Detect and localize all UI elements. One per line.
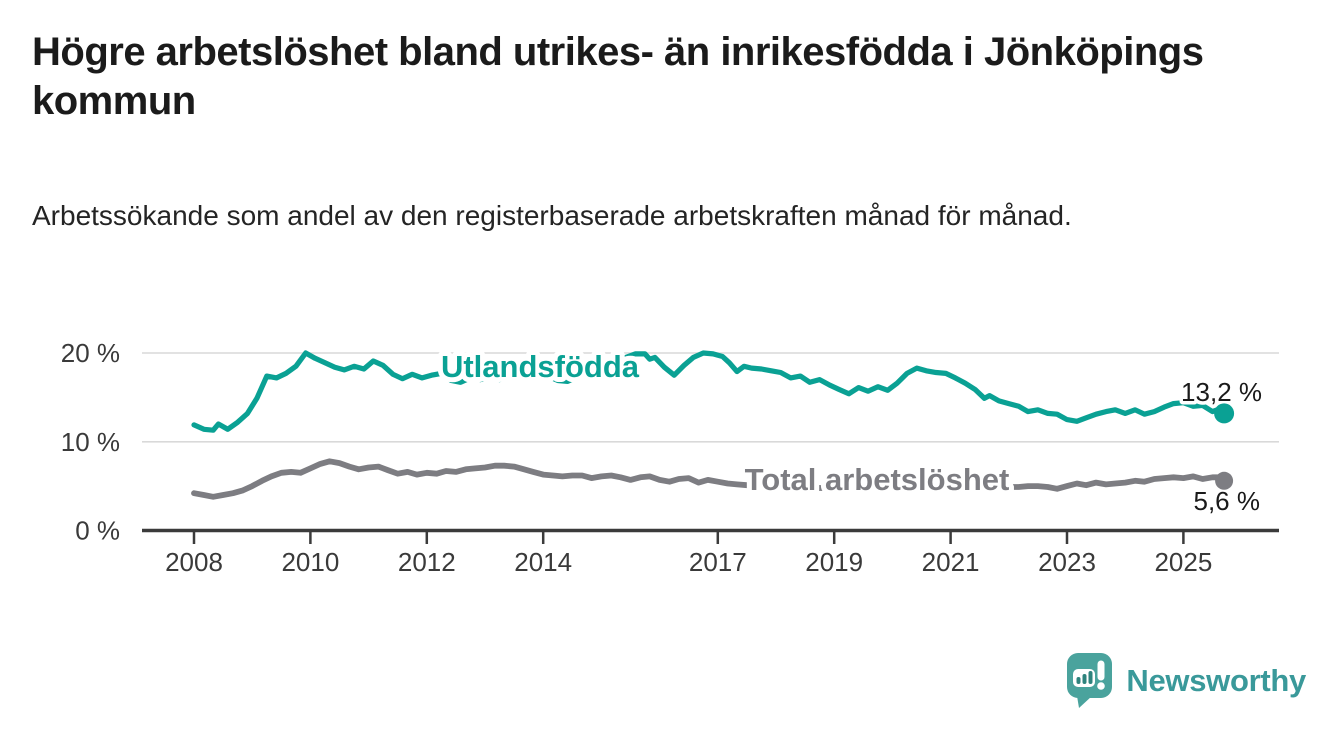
y-axis-labels: 20 % 10 % 0 %: [61, 338, 120, 546]
value-label-utlandsfodda: 13,2 %: [1181, 377, 1262, 407]
x-tick-label: 2023: [1038, 547, 1096, 577]
series-label-utlandsfodda: Utlandsfödda: [441, 349, 640, 384]
series-label-total: Total arbetslöshet: [745, 462, 1010, 497]
brand-name: Newsworthy: [1126, 662, 1306, 698]
logo-bubble-tail: [1077, 696, 1093, 708]
x-tick-label: 2012: [398, 547, 456, 577]
newsworthy-brand-link[interactable]: Newsworthy: [1066, 652, 1306, 709]
newsworthy-logo-icon: [1067, 653, 1113, 708]
y-gridlines: [142, 352, 1279, 443]
x-tick-label: 2010: [281, 547, 339, 577]
series-line-utlandsfodda: [191, 350, 1227, 433]
end-dot-utlandsfodda: [1214, 403, 1235, 424]
x-tick-label: 2021: [922, 547, 980, 577]
chart-subtitle: Arbetssökande som andel av den registerb…: [32, 200, 1072, 231]
x-axis-ticks: 2008 2010 2012 2014 2017 2019 2021 2023 2025: [165, 530, 1212, 577]
x-tick-label: 2025: [1154, 547, 1212, 577]
y-tick-label-10: 10 %: [61, 427, 120, 457]
end-dot-total: [1215, 471, 1234, 490]
series-line-total: [191, 458, 1227, 500]
value-label-total: 5,6 %: [1194, 486, 1261, 516]
x-tick-label: 2017: [689, 547, 747, 577]
x-tick-label: 2008: [165, 547, 223, 577]
x-tick-label: 2019: [805, 547, 863, 577]
y-tick-label-0: 0 %: [75, 516, 120, 546]
page-title: Högre arbetslöshet bland utrikes- än inr…: [32, 30, 1204, 123]
x-tick-label: 2014: [514, 547, 572, 577]
y-tick-label-20: 20 %: [61, 338, 120, 368]
logo-bars-icon: [1076, 671, 1093, 684]
logo-exclamation-icon: [1097, 660, 1106, 690]
series-lines: [191, 350, 1227, 500]
series-end-dots: [1214, 403, 1235, 490]
